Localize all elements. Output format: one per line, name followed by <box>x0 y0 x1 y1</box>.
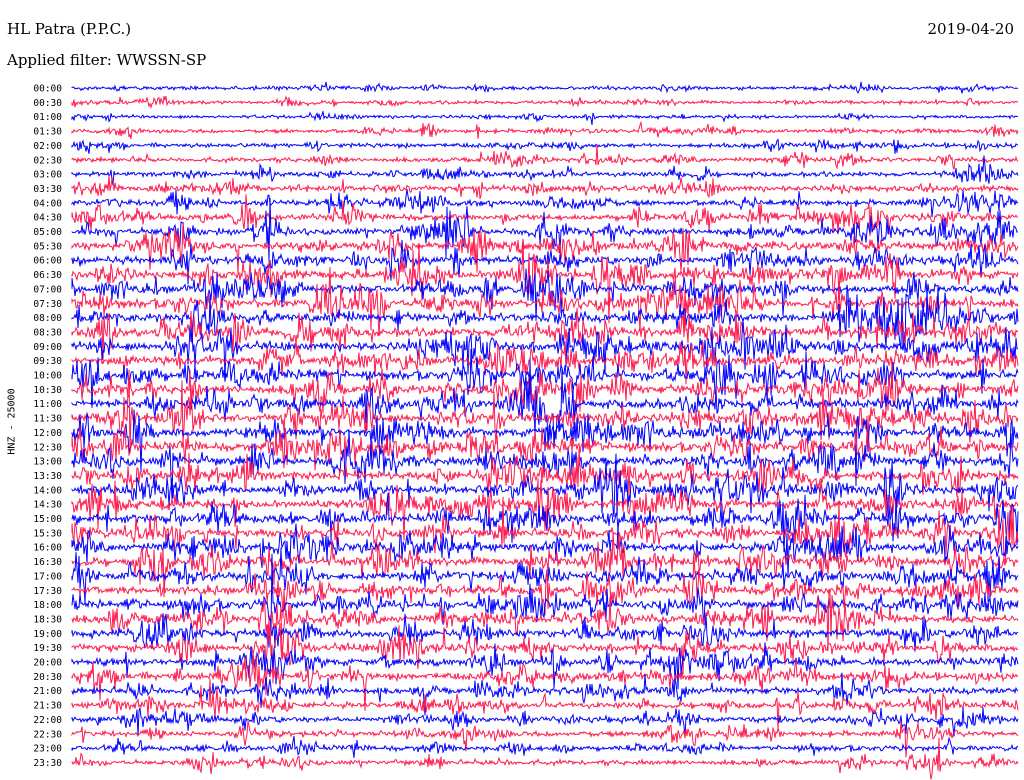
time-tick-label: 20:00 <box>33 658 62 669</box>
time-tick-label: 02:30 <box>33 155 62 166</box>
seismic-trace <box>71 613 1019 652</box>
time-tick-label: 17:00 <box>33 571 62 582</box>
seismic-trace <box>71 532 1019 598</box>
time-tick-label: 18:00 <box>33 600 62 611</box>
time-tick-label: 04:30 <box>33 213 62 224</box>
seismic-trace <box>71 111 1019 125</box>
time-tick-label: 11:30 <box>33 414 62 425</box>
seismic-trace <box>71 348 1019 408</box>
seismic-trace <box>71 189 1019 218</box>
seismic-trace <box>71 358 1019 449</box>
time-tick-label: 10:00 <box>33 371 62 382</box>
trace-group <box>71 81 1019 780</box>
seismic-trace <box>71 95 1019 110</box>
seismic-trace <box>71 307 1019 364</box>
time-tick-label: 08:30 <box>33 327 62 338</box>
seismic-trace <box>71 720 1019 758</box>
seismic-trace <box>71 547 1019 604</box>
seismic-trace <box>71 653 1019 711</box>
seismic-trace <box>71 197 1019 261</box>
seismic-trace <box>71 223 1019 274</box>
time-tick-label: 22:00 <box>33 715 62 726</box>
time-tick-label: 05:00 <box>33 227 62 238</box>
seismic-trace <box>71 449 1019 500</box>
time-tick-label: 12:30 <box>33 442 62 453</box>
seismic-trace <box>71 409 1019 487</box>
time-tick-label: 23:30 <box>33 758 62 769</box>
seismic-trace <box>71 735 1019 758</box>
time-tick-label: 12:00 <box>33 428 62 439</box>
seismic-trace <box>71 588 1019 658</box>
time-tick-label: 00:00 <box>33 84 62 95</box>
time-tick-label: 13:30 <box>33 471 62 482</box>
time-tick-label: 14:00 <box>33 485 62 496</box>
seismic-trace <box>71 267 1019 337</box>
filter-label: Applied filter: WWSSN-SP <box>7 51 207 69</box>
time-tick-label: 04:00 <box>33 198 62 209</box>
seismic-trace <box>71 642 1019 690</box>
seismic-trace <box>71 621 1019 684</box>
time-tick-label: 06:30 <box>33 270 62 281</box>
seismic-trace <box>71 496 1019 566</box>
time-tick-label: 16:30 <box>33 557 62 568</box>
seismic-trace <box>71 144 1019 170</box>
seismic-trace <box>71 425 1019 471</box>
seismic-trace <box>71 492 1019 553</box>
time-tick-label: 22:30 <box>33 729 62 740</box>
time-tick-label: 03:00 <box>33 170 62 181</box>
time-tick-label: 19:00 <box>33 629 62 640</box>
time-tick-label: 18:30 <box>33 614 62 625</box>
time-tick-label: 07:30 <box>33 299 62 310</box>
station-title: HL Patra (P.P.C.) <box>7 20 132 38</box>
time-tick-label: 14:30 <box>33 500 62 511</box>
seismic-trace <box>71 319 1019 380</box>
seismic-trace <box>71 138 1019 154</box>
seismic-trace <box>71 268 1019 321</box>
seismic-trace <box>71 358 1019 415</box>
time-tick-label: 11:00 <box>33 399 62 410</box>
seismic-trace <box>71 679 1019 731</box>
time-tick-labels: 00:00 00:30 01:00 01:30 02:00 02:30 03:00 03:30… <box>33 84 62 769</box>
time-tick-label: 15:00 <box>33 514 62 525</box>
seismic-trace <box>71 523 1019 579</box>
date-label: 2019-04-20 <box>927 20 1014 38</box>
time-tick-label: 08:00 <box>33 313 62 324</box>
time-tick-label: 21:30 <box>33 701 62 712</box>
seismic-trace <box>71 553 1019 632</box>
time-tick-label: 03:30 <box>33 184 62 195</box>
time-tick-label: 01:00 <box>33 112 62 123</box>
time-tick-label: 09:30 <box>33 356 62 367</box>
time-tick-label: 21:00 <box>33 686 62 697</box>
seismic-trace <box>71 707 1019 738</box>
time-tick-label: 01:30 <box>33 127 62 138</box>
time-tick-label: 19:30 <box>33 643 62 654</box>
seismic-trace <box>71 453 1019 518</box>
seismic-trace <box>71 81 1019 94</box>
time-tick-label: 15:30 <box>33 528 62 539</box>
time-tick-label: 05:30 <box>33 241 62 252</box>
time-tick-label: 17:30 <box>33 586 62 597</box>
seismic-trace <box>71 238 1019 324</box>
time-tick-label: 00:30 <box>33 98 62 109</box>
time-tick-label: 23:00 <box>33 744 62 755</box>
seismic-trace <box>71 239 1019 285</box>
seismic-trace <box>71 175 1019 200</box>
seismic-trace <box>71 429 1019 500</box>
seismic-trace <box>71 155 1019 186</box>
seismic-trace <box>71 737 1019 780</box>
time-tick-label: 16:00 <box>33 543 62 554</box>
time-tick-label: 13:00 <box>33 457 62 468</box>
time-tick-label: 02:00 <box>33 141 62 152</box>
seismic-trace <box>71 672 1019 716</box>
time-tick-label: 06:00 <box>33 256 62 267</box>
seismic-trace <box>71 369 1019 454</box>
time-tick-label: 09:00 <box>33 342 62 353</box>
time-tick-label: 20:30 <box>33 672 62 683</box>
seismic-trace <box>71 120 1019 140</box>
time-tick-label: 07:00 <box>33 284 62 295</box>
time-tick-label: 10:30 <box>33 385 62 396</box>
